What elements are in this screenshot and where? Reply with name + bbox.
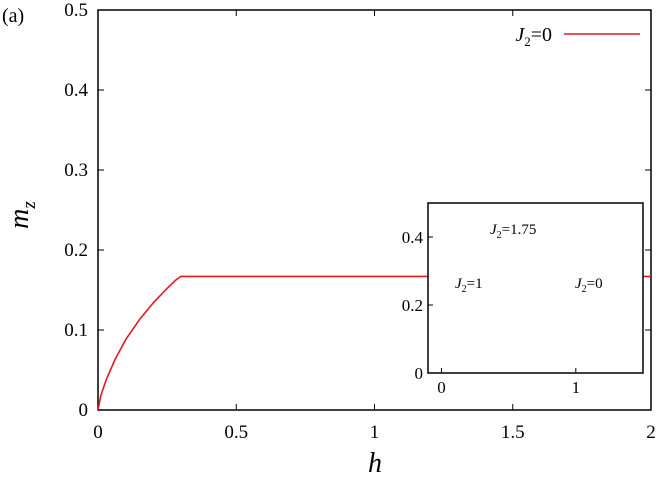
inset-annotation-j2-1: J2=1 xyxy=(455,276,483,295)
y-tick-label: 0.5 xyxy=(64,0,88,21)
inset-annotation-j2-175: J2=1.75 xyxy=(490,222,536,241)
panel-label: (a) xyxy=(2,5,24,27)
inset-annotation-j2-0: J2=0 xyxy=(575,276,603,295)
inset-plot: 0 1 0 0.2 0.4 J2=1.75 J2=1 J2=0 xyxy=(402,202,644,397)
inset-x-tick-label: 1 xyxy=(572,378,581,397)
legend: J2=0 xyxy=(515,24,640,49)
y-tick-label: 0.4 xyxy=(64,80,88,101)
y-tick-label: 0 xyxy=(79,400,89,421)
y-tick-label: 0.3 xyxy=(64,160,88,181)
y-axis-label: mz xyxy=(4,201,40,229)
x-tick-label: 0.5 xyxy=(224,422,248,443)
legend-label: J2=0 xyxy=(515,24,552,49)
inset-y-tick-label: 0.2 xyxy=(402,296,423,315)
main-plot: 0 0.5 1 1.5 2 0 0.1 0.2 0.3 0.4 0.5 J2=0 h mz xyxy=(4,0,656,478)
inset-y-tick-label: 0 xyxy=(415,364,424,383)
x-tick-label: 1.5 xyxy=(501,422,525,443)
inset-ticks: 0 1 0 0.2 0.4 xyxy=(402,228,580,397)
y-axis-label-sub: z xyxy=(19,201,40,210)
x-axis-label: h xyxy=(368,448,382,478)
y-tick-label: 0.2 xyxy=(64,240,88,261)
inset-y-tick-label: 0.4 xyxy=(402,228,424,247)
inset-frame xyxy=(427,202,644,374)
y-axis-ticks: 0 0.1 0.2 0.3 0.4 0.5 xyxy=(64,0,651,421)
x-tick-label: 1 xyxy=(370,422,380,443)
x-axis-ticks: 0 0.5 1 1.5 2 xyxy=(93,10,656,443)
y-tick-label: 0.1 xyxy=(64,320,88,341)
x-tick-label: 0 xyxy=(93,422,103,443)
x-tick-label: 2 xyxy=(646,422,656,443)
y-axis-label-main: m xyxy=(4,209,35,229)
inset-x-tick-label: 0 xyxy=(437,378,446,397)
